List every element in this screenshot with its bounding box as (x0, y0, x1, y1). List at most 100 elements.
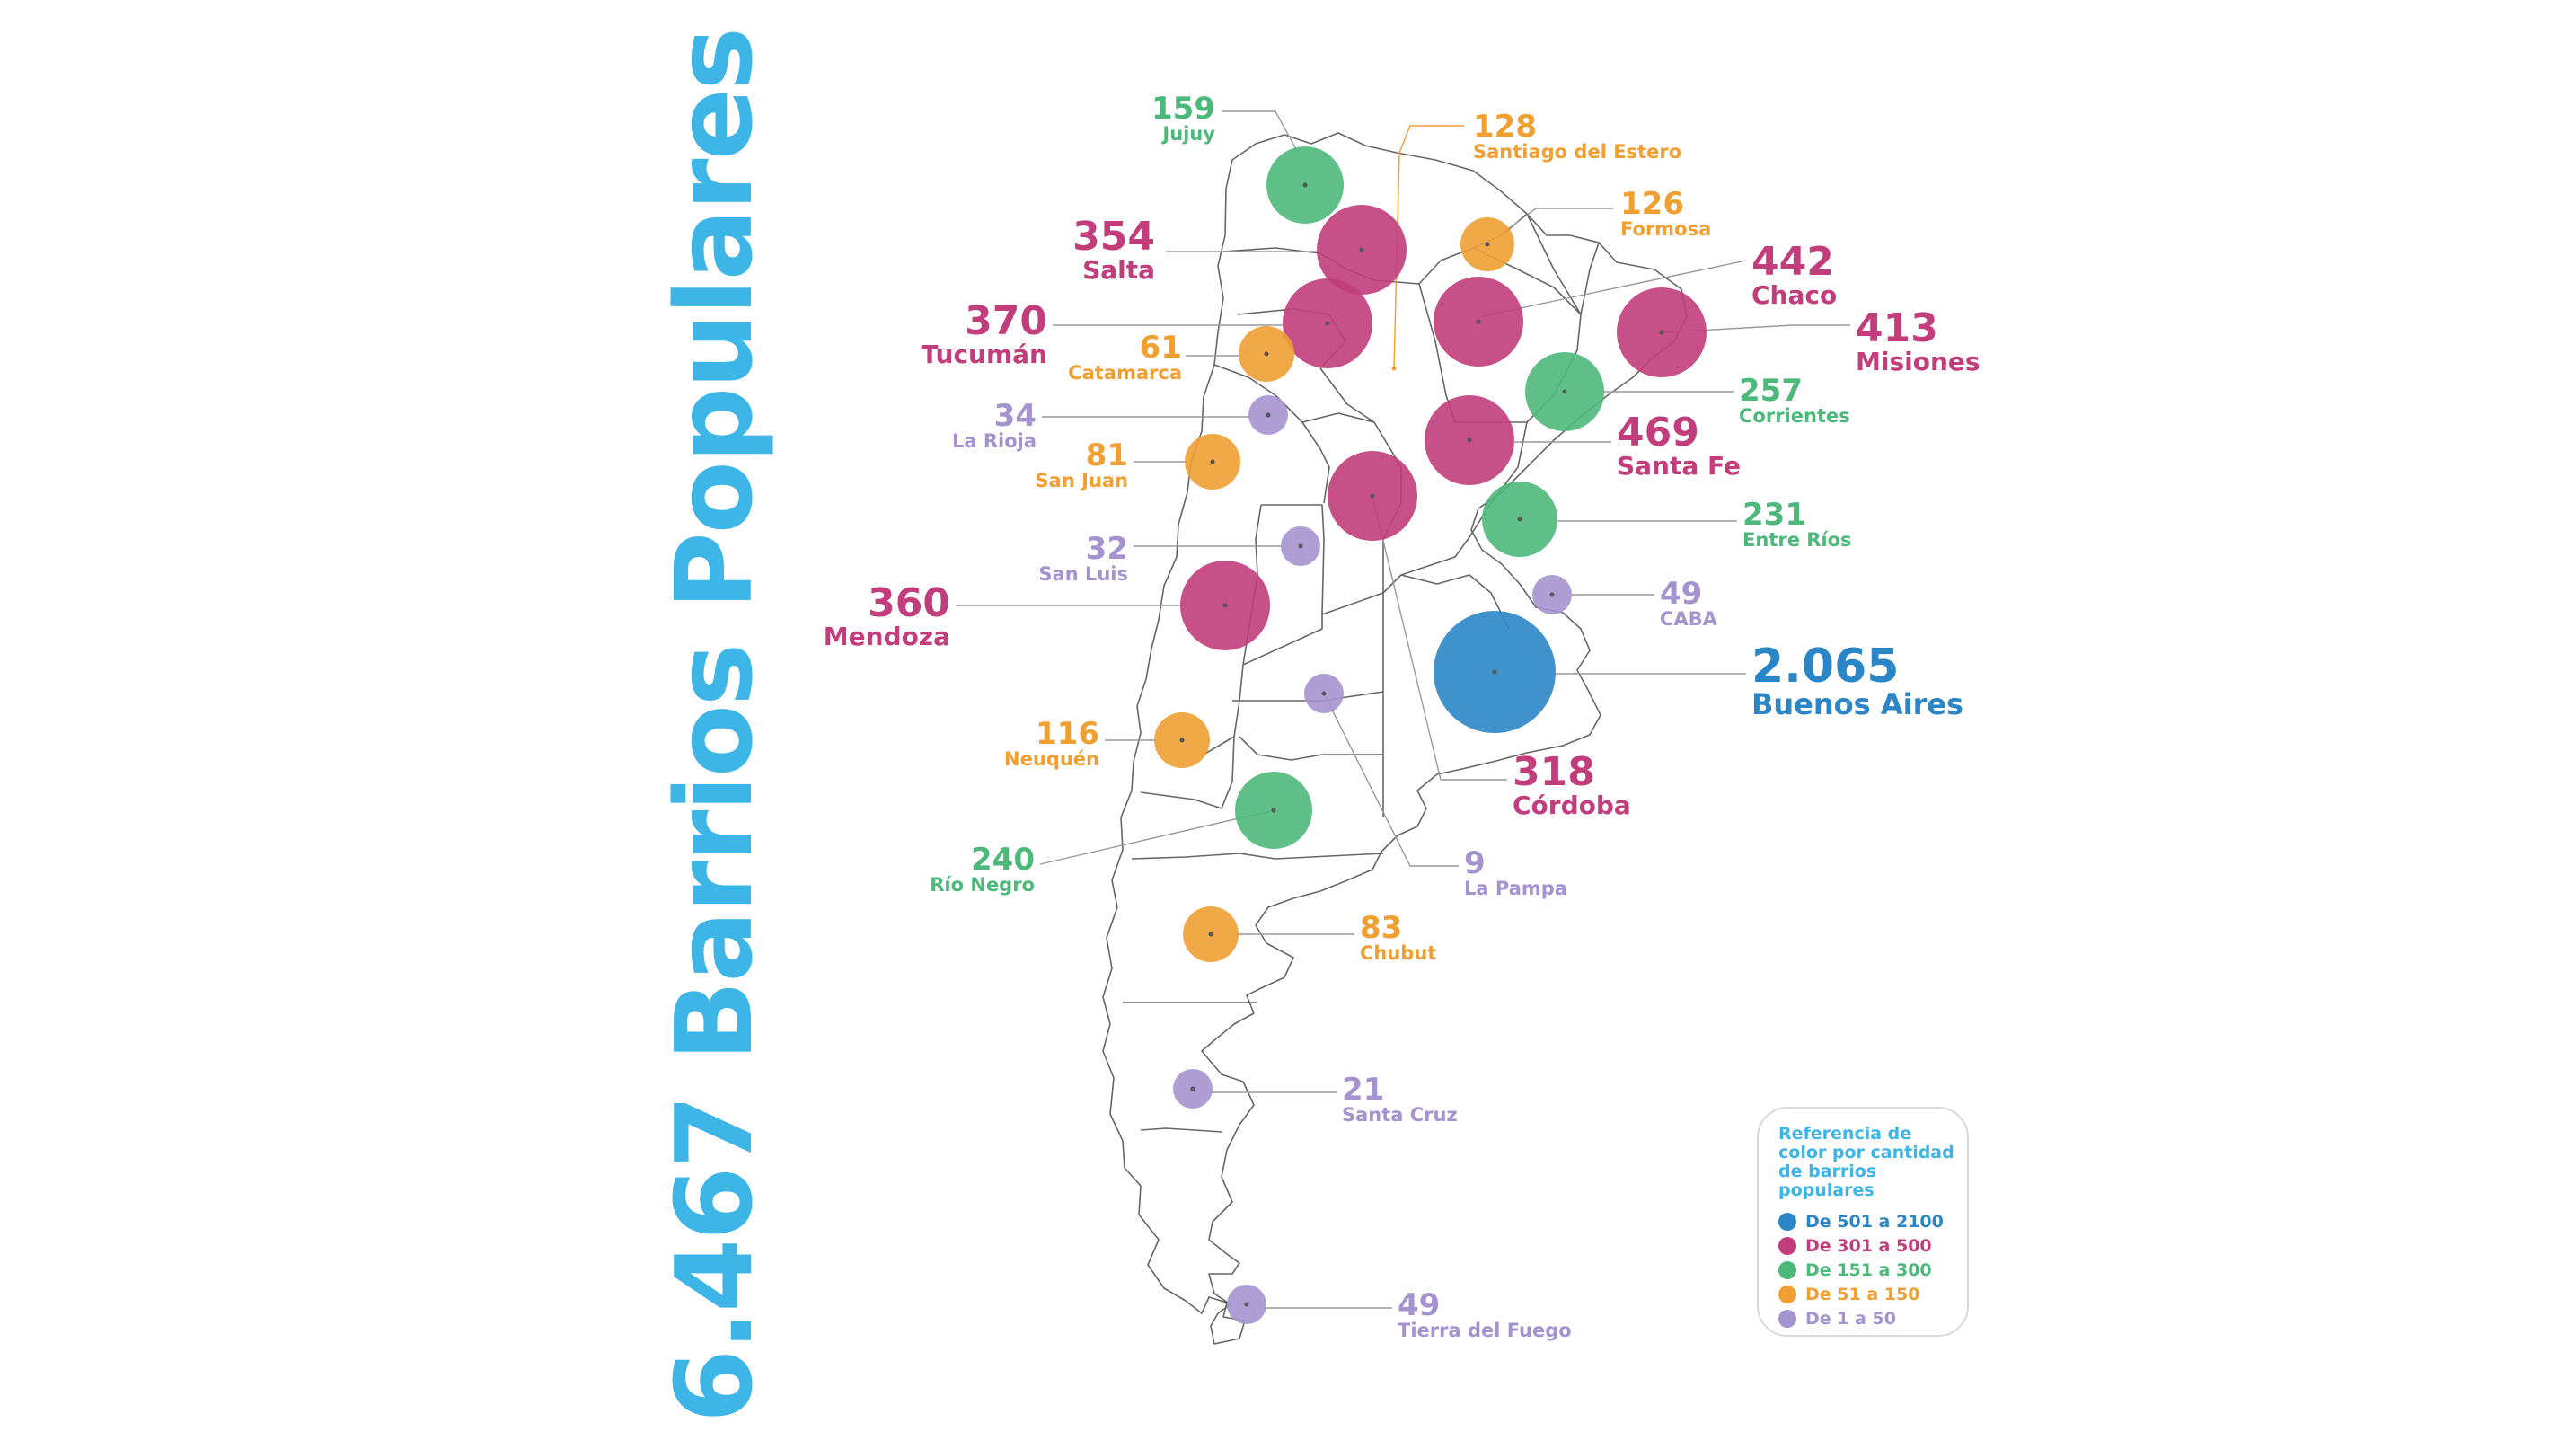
province-label: 370 Tucumán (922, 302, 1048, 368)
province-label: 21 Santa Cruz (1342, 1074, 1458, 1125)
province-label: 83 Chubut (1360, 913, 1436, 963)
province-name: Santa Fe (1617, 451, 1742, 481)
leader-line (1372, 495, 1507, 781)
province-border (1140, 736, 1235, 809)
province-count: 231 (1742, 497, 1806, 533)
province-count: 159 (1151, 91, 1215, 127)
province-border (1580, 242, 1600, 315)
bubble-center-dot (1476, 319, 1481, 324)
legend-title: Referencia de color por cantidad de barr… (1778, 1124, 1954, 1200)
province-label: 49 CABA (1660, 579, 1717, 629)
legend: Referencia de color por cantidad de barr… (1757, 1107, 1969, 1337)
province-name: Chaco (1751, 280, 1838, 310)
province-border (1131, 853, 1384, 860)
bubble-center-dot (1391, 366, 1397, 371)
province-name: Río Negro (930, 874, 1035, 896)
bubble-center-dot (1659, 330, 1664, 335)
bubble-center-dot (1210, 459, 1215, 464)
province-count: 32 (1085, 531, 1128, 567)
province-count: 116 (1036, 716, 1099, 752)
province-count: 81 (1085, 437, 1128, 473)
province-label: 126 Formosa (1620, 189, 1711, 239)
legend-item: De 51 a 150 (1778, 1284, 1919, 1305)
bubble-center-dot (1321, 691, 1327, 696)
province-name: San Juan (1035, 470, 1128, 491)
province-label: 240 Río Negro (930, 844, 1035, 895)
province-label: 128 Santiago del Estero (1473, 111, 1681, 162)
province-name: Santiago del Estero (1473, 141, 1682, 163)
province-count: 83 (1360, 910, 1403, 946)
province-name: CABA (1660, 608, 1717, 630)
bubble-center-dot (1244, 1302, 1249, 1307)
province-count: 318 (1513, 749, 1595, 795)
bubble-center-dot (1222, 603, 1228, 608)
province-border (1203, 700, 1240, 755)
bubble-center-dot (1467, 437, 1472, 443)
province-border (1222, 247, 1321, 254)
province-count: 61 (1139, 330, 1182, 366)
province-count: 469 (1617, 410, 1699, 455)
bubble-center-dot (1208, 932, 1213, 937)
province-label: 81 San Juan (1036, 440, 1128, 490)
leader-line (1664, 324, 1850, 333)
province-count: 257 (1739, 373, 1803, 409)
legend-item: De 1 a 50 (1778, 1308, 1896, 1330)
province-label: 61 Catamarca (1068, 332, 1182, 383)
province-label: 360 Mendoza (824, 580, 950, 650)
legend-swatch (1778, 1213, 1796, 1231)
bubble-center-dot (1179, 738, 1185, 743)
province-name: Santa Cruz (1342, 1104, 1458, 1126)
province-count: 126 (1620, 186, 1684, 222)
bubble-center-dot (1190, 1086, 1195, 1091)
province-count: 34 (993, 398, 1037, 434)
province-label: 257 Corrientes (1739, 376, 1850, 426)
province-label: 34 La Rioja (952, 401, 1037, 451)
province-border (1261, 504, 1325, 615)
bubble-center-dot (1370, 493, 1375, 499)
bubble-center-dot (1298, 543, 1303, 549)
province-name: Salta (1082, 255, 1155, 285)
province-label: 159 Jujuy (1151, 93, 1215, 144)
province-count: 49 (1660, 576, 1703, 612)
province-label: 469 Santa Fe (1617, 410, 1742, 481)
province-name: Buenos Aires (1751, 687, 1964, 721)
province-count: 21 (1342, 1072, 1385, 1108)
legend-swatch (1778, 1286, 1796, 1303)
bubble-center-dot (1549, 592, 1555, 597)
province-name: Tierra del Fuego (1398, 1320, 1572, 1341)
province-count: 49 (1398, 1287, 1441, 1323)
province-name: Misiones (1856, 347, 1981, 376)
bubble-center-dot (1325, 321, 1330, 326)
province-label: 318 Córdoba (1513, 749, 1631, 819)
province-count: 360 (868, 580, 950, 626)
province-border (1526, 213, 1582, 315)
province-border (1400, 574, 1510, 630)
province-name: Corrientes (1739, 405, 1850, 427)
province-label: 231 Entre Ríos (1742, 499, 1852, 550)
province-label: 9 La Pampa (1464, 848, 1567, 898)
leader-line (1481, 260, 1747, 317)
province-count: 128 (1473, 109, 1537, 145)
province-name: La Rioja (951, 430, 1037, 452)
province-label: 116 Neuquén (1004, 719, 1099, 769)
province-name: Formosa (1620, 218, 1712, 240)
province-label: 2.065 Buenos Aires (1751, 643, 1963, 720)
bubble-center-dot (1266, 412, 1271, 418)
bubble-center-dot (1302, 182, 1308, 188)
legend-label: De 51 a 150 (1805, 1285, 1920, 1304)
bubble-center-dot (1359, 247, 1364, 252)
country-outline (1102, 132, 1688, 1345)
province-count: 442 (1751, 239, 1834, 285)
province-label: 442 Chaco (1751, 239, 1838, 310)
province-label: 354 Salta (1072, 217, 1155, 285)
province-count: 413 (1856, 305, 1938, 351)
province-border (1242, 592, 1384, 666)
province-name: San Luis (1038, 563, 1128, 585)
province-name: Entre Ríos (1742, 529, 1852, 551)
bubble-center-dot (1264, 351, 1269, 357)
province-label: 413 Misiones (1856, 305, 1981, 376)
province-label: 32 San Luis (1038, 534, 1128, 584)
legend-label: De 1 a 50 (1805, 1309, 1896, 1329)
